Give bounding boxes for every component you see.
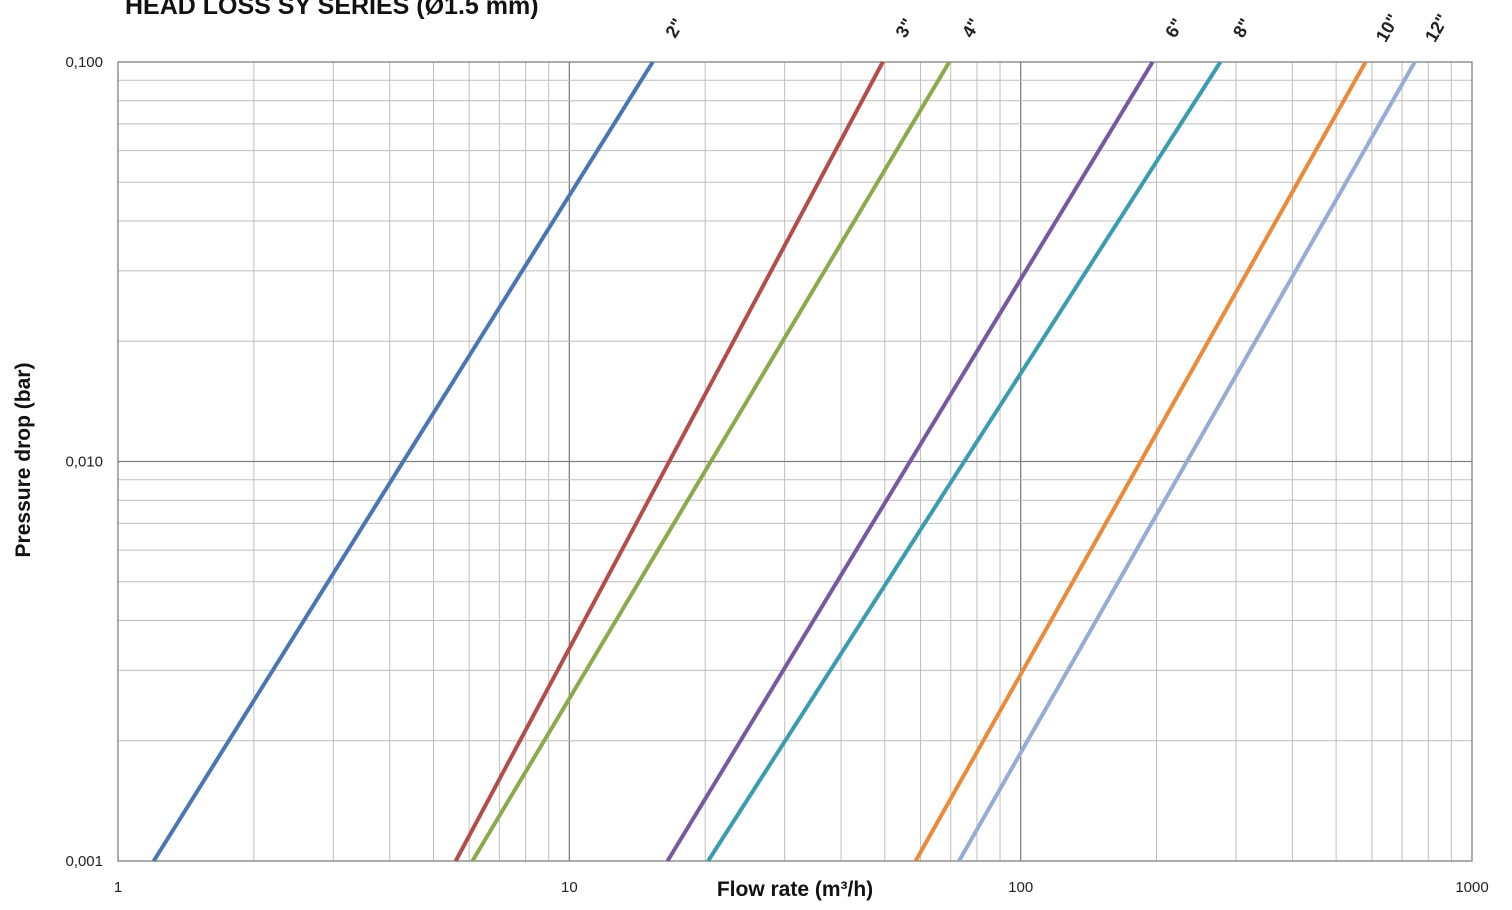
series-line-7 <box>957 61 1417 862</box>
series-line-5 <box>706 60 1223 863</box>
x-axis-label: Flow rate (m³/h) <box>716 878 874 901</box>
x-tick-label: 10 <box>561 879 578 896</box>
series-label-3: 4" <box>958 15 985 41</box>
tick-labels: 1 10 100 1000 0,001 0,010 0,100 <box>65 54 1488 896</box>
series-line-4 <box>665 60 1155 863</box>
series-label-2: 3" <box>892 15 919 41</box>
series-label-1: 2" <box>661 15 688 41</box>
series-line-2 <box>453 61 885 862</box>
y-axis-label: Pressure drop (bar) <box>12 362 35 558</box>
x-tick-label: 1000 <box>1455 879 1488 896</box>
chart-title: HEAD LOSS SY SERIES (Ø1.5 mm) <box>125 0 539 20</box>
x-tick-label: 1 <box>114 879 122 896</box>
grid <box>118 62 1472 861</box>
series-label-7: 12" <box>1421 11 1453 46</box>
plot-frame <box>117 61 1473 862</box>
series-label-4: 6" <box>1161 15 1188 41</box>
series-line-3 <box>470 60 952 863</box>
series-label-5: 8" <box>1229 15 1256 41</box>
series-labels: 2" 3" 4" 6" 8" 10" 12" <box>661 11 1452 46</box>
y-tick-label: 0,010 <box>65 454 103 471</box>
series-line-6 <box>913 61 1368 862</box>
series-line-1 <box>152 60 655 863</box>
series-label-6: 10" <box>1372 11 1404 46</box>
series-lines <box>152 60 1417 863</box>
y-tick-label: 0,001 <box>65 853 103 870</box>
x-tick-label: 100 <box>1008 879 1033 896</box>
y-tick-label: 0,100 <box>65 54 103 71</box>
